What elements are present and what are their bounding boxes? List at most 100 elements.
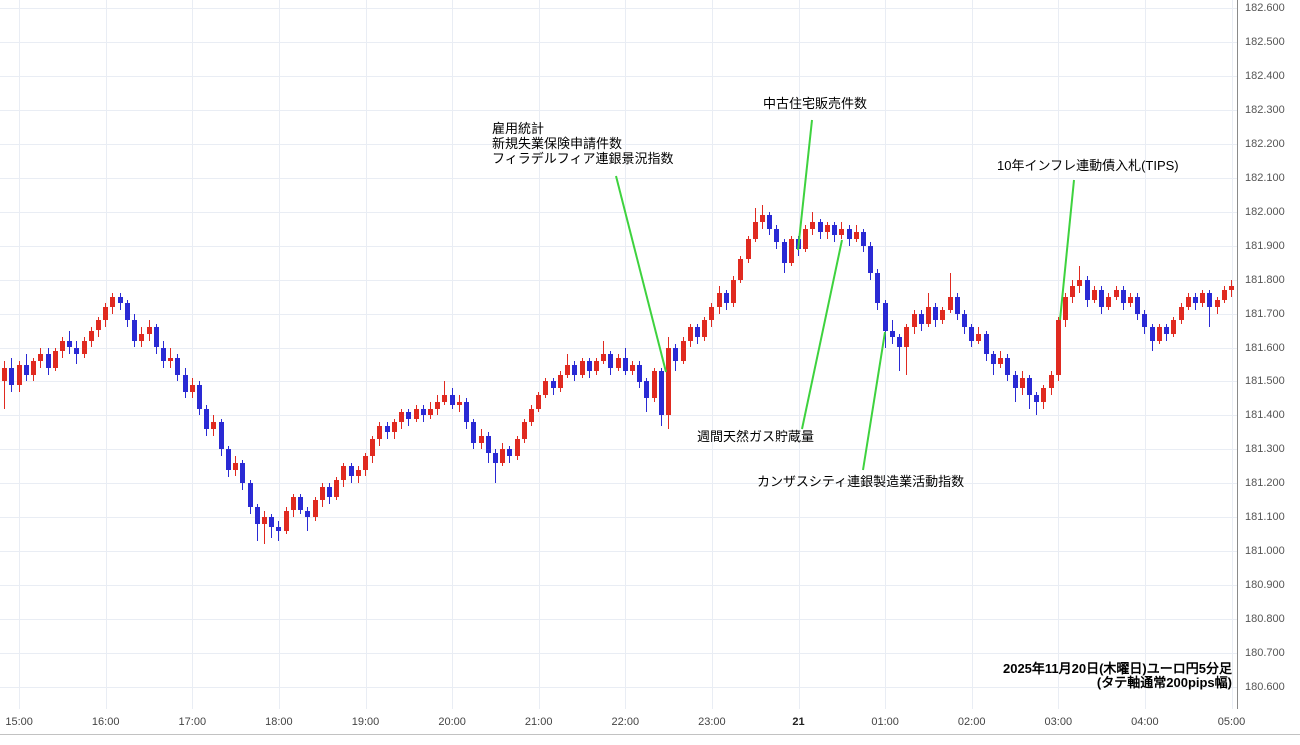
candle-body	[925, 306, 931, 324]
y-axis-tick-label: 181.500	[1245, 375, 1285, 388]
candle-body	[2, 367, 8, 382]
candle-wick	[1209, 289, 1211, 328]
candle-body	[529, 408, 534, 423]
candle-body	[406, 412, 412, 419]
gridline-horizontal	[0, 211, 1237, 213]
candle-body	[882, 303, 888, 331]
x-axis-tick-label: 17:00	[178, 716, 207, 728]
candle-body	[132, 320, 138, 341]
candle-wick	[1036, 391, 1038, 416]
candle-body	[110, 296, 116, 307]
y-axis-tick-label: 182.500	[1245, 35, 1285, 48]
candle-body	[334, 479, 340, 497]
x-axis-tick-label: 15:00	[5, 716, 33, 728]
candle-body	[940, 310, 946, 321]
candle-body	[1005, 357, 1011, 375]
candle-body	[593, 361, 599, 372]
candle-body	[601, 354, 607, 362]
candle-body	[391, 422, 397, 433]
y-axis-tick-label: 181.700	[1245, 307, 1285, 320]
gridline-vertical	[538, 0, 540, 709]
gridline-vertical	[885, 0, 887, 709]
gridline-vertical	[278, 0, 280, 709]
candle-wick	[949, 272, 951, 314]
candle-body	[536, 395, 542, 409]
x-axis-tick-label: 18:00	[265, 716, 293, 728]
y-axis-tick-label: 180.800	[1245, 613, 1285, 626]
candle-body	[38, 354, 44, 362]
candle-body	[435, 401, 441, 409]
candle-body	[52, 350, 58, 368]
candle-body	[45, 354, 51, 368]
candle-body	[1192, 296, 1198, 304]
candle-body	[427, 408, 433, 416]
candle-body	[695, 327, 700, 338]
y-axis-tick-label: 182.600	[1245, 2, 1285, 14]
y-axis-tick-label: 182.200	[1245, 137, 1285, 150]
candle-body	[1164, 327, 1169, 334]
candle-body	[1063, 296, 1068, 321]
x-axis-tick-label: 04:00	[1131, 716, 1159, 728]
candle-body	[160, 347, 166, 362]
x-axis-tick-label: 21:00	[524, 716, 553, 728]
candle-body	[947, 296, 953, 311]
candle-body	[666, 347, 672, 416]
x-axis-tick-label: 01:00	[871, 716, 899, 728]
gridline-vertical	[971, 0, 973, 709]
x-axis-tick-label: 21	[792, 716, 805, 728]
candle-body	[471, 422, 477, 443]
candle-body	[572, 364, 578, 375]
candle-body	[687, 327, 693, 341]
candle-body	[630, 364, 635, 372]
candle-body	[348, 466, 354, 477]
candle-body	[204, 408, 210, 429]
candle-body	[485, 435, 491, 453]
candle-body	[1048, 374, 1054, 389]
candle-body	[23, 364, 29, 375]
candle-body	[608, 354, 614, 368]
y-axis-tick-label: 181.300	[1245, 443, 1285, 456]
candle-body	[96, 320, 101, 331]
candle-body	[550, 381, 556, 389]
candle-body	[1041, 388, 1047, 402]
candle-body	[225, 449, 231, 470]
candle-body	[759, 215, 765, 222]
candle-body	[983, 333, 989, 355]
gridline-horizontal	[0, 279, 1237, 281]
x-axis-tick-label: 03:00	[1044, 716, 1073, 728]
gridline-vertical	[105, 0, 107, 709]
candle-body	[1149, 327, 1155, 341]
candle-body	[326, 486, 332, 497]
candle-body	[1106, 296, 1112, 307]
candle-body	[478, 435, 484, 443]
candle-body	[709, 306, 715, 321]
candle-body	[990, 354, 996, 365]
candle-body	[363, 456, 368, 470]
candle-body	[860, 232, 866, 246]
y-axis-tick-label: 181.800	[1245, 273, 1285, 286]
candle-body	[868, 245, 874, 273]
y-axis-tick-label: 181.100	[1245, 511, 1285, 524]
candle-body	[355, 469, 361, 477]
candle-body	[384, 425, 390, 433]
candle-body	[897, 337, 902, 348]
gridline-horizontal	[0, 109, 1237, 111]
candle-body	[492, 452, 498, 463]
candle-body	[615, 357, 621, 368]
candle-body	[88, 330, 94, 341]
candle-body	[557, 374, 563, 389]
gridline-vertical	[19, 0, 21, 709]
plot-area[interactable]: 雇用統計 新規失業保険申請件数 フィラデルフィア連銀景況指数 中古住宅販売件数 週間…	[0, 0, 1237, 709]
candle-body	[247, 483, 253, 508]
candle-body	[305, 510, 311, 518]
candle-body	[521, 422, 527, 440]
candle-body	[998, 357, 1004, 365]
candle-body	[1084, 279, 1090, 300]
candle-body	[1099, 289, 1105, 307]
x-axis-bottom-border	[0, 734, 1300, 735]
candle-body	[254, 507, 260, 525]
candle-body	[824, 225, 830, 233]
candle-body	[153, 327, 159, 348]
candle-body	[637, 364, 643, 382]
candle-body	[124, 303, 130, 321]
